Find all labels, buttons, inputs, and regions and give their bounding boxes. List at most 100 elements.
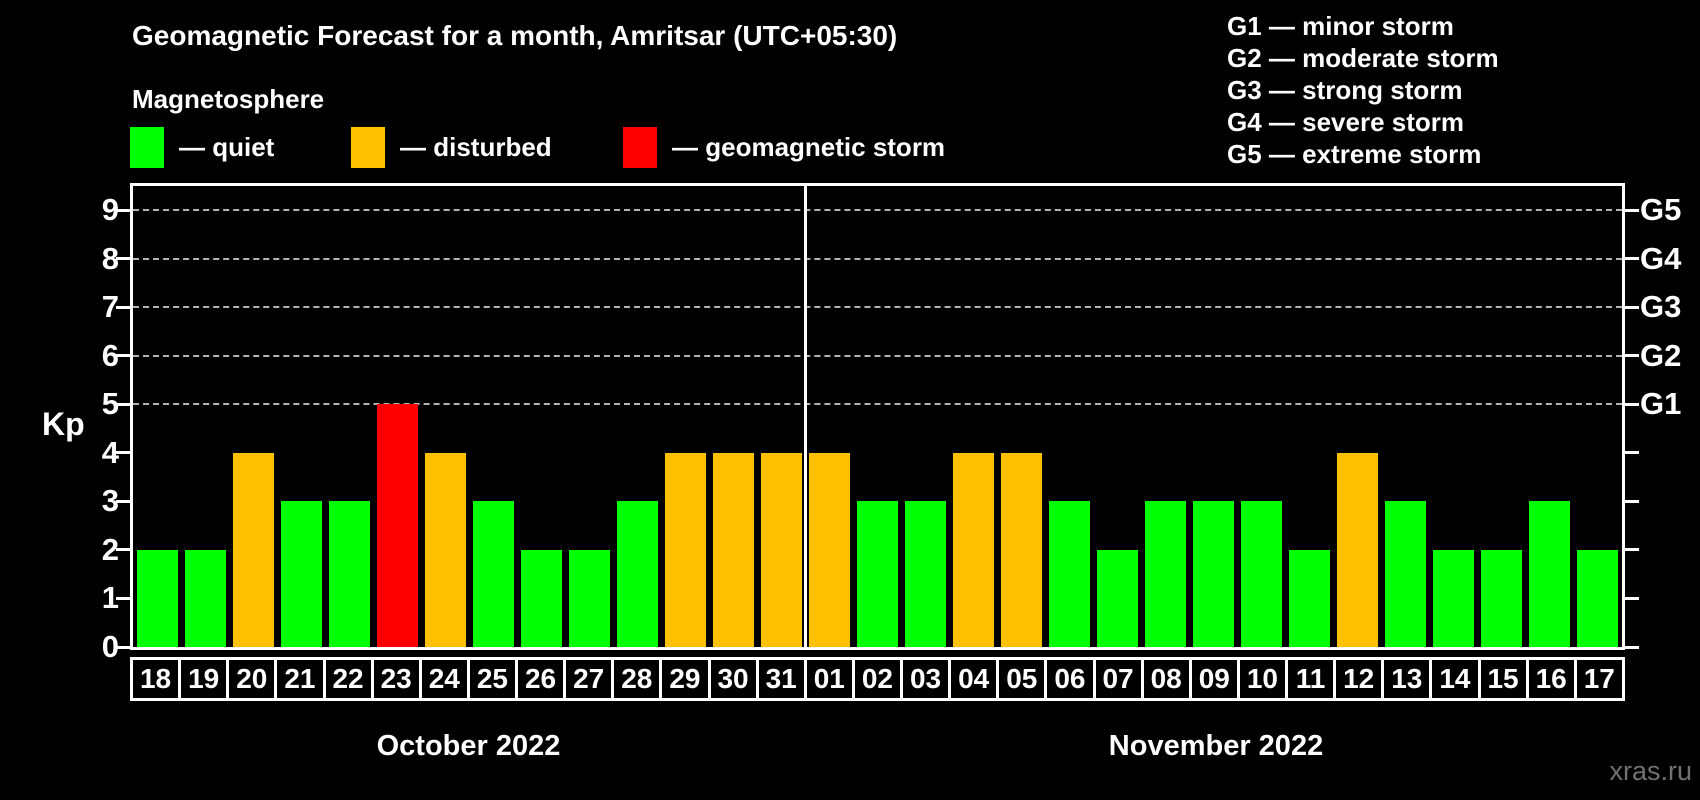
quiet-color-swatch — [130, 126, 164, 168]
y-tick-right-2 — [1625, 548, 1639, 552]
y-tick-label-5: 5 — [101, 386, 119, 422]
legend-item-disturbed: — disturbed — [351, 126, 552, 168]
day-label-01: 01 — [803, 657, 855, 701]
y-tick-left-5 — [116, 402, 130, 406]
gridline-kp6 — [133, 354, 1622, 357]
day-label-30: 30 — [707, 657, 759, 701]
day-label-22: 22 — [322, 657, 374, 701]
g-legend-line-3: G3 — strong storm — [1227, 75, 1463, 105]
kp-bar-01 — [808, 452, 850, 647]
kp-bar-03 — [905, 501, 947, 647]
chart-subtitle: Magnetosphere — [132, 84, 325, 114]
kp-bar-30 — [712, 452, 754, 647]
day-label-08: 08 — [1140, 657, 1192, 701]
legend-item-quiet: — quiet — [130, 126, 274, 168]
y-tick-right-3 — [1625, 499, 1639, 503]
kp-bar-16 — [1529, 501, 1571, 647]
month-label-october: October 2022 — [376, 730, 561, 762]
g-level-label-G1: G1 — [1640, 386, 1682, 422]
day-label-14: 14 — [1429, 657, 1481, 701]
y-tick-label-1: 1 — [101, 580, 119, 616]
kp-bar-12 — [1337, 452, 1379, 647]
day-label-26: 26 — [515, 657, 567, 701]
day-label-23: 23 — [370, 657, 422, 701]
day-label-10: 10 — [1236, 657, 1288, 701]
y-tick-label-4: 4 — [101, 434, 119, 470]
kp-bar-26 — [520, 549, 562, 647]
g-level-label-G2: G2 — [1640, 337, 1682, 373]
kp-bar-18 — [136, 549, 178, 647]
day-label-19: 19 — [178, 657, 230, 701]
y-axis-title: Kp — [42, 406, 85, 442]
y-tick-right-0 — [1625, 645, 1639, 649]
kp-bar-23 — [376, 404, 418, 647]
g-legend-line-4: G4 — severe storm — [1227, 107, 1465, 137]
g-level-label-G4: G4 — [1640, 240, 1682, 276]
day-axis: 18 19 20 21 22 23 24 25 26 27 28 29 30 31 01 02 03 04 05 06… — [130, 657, 1625, 701]
kp-bar-21 — [280, 501, 322, 647]
month-separator-line — [803, 186, 807, 647]
y-tick-right-1 — [1625, 596, 1639, 600]
kp-bar-02 — [856, 501, 898, 647]
kp-bar-09 — [1193, 501, 1235, 647]
y-tick-left-4 — [116, 451, 130, 455]
month-label-november: November 2022 — [1108, 730, 1324, 762]
g-legend-line-5: G5 — extreme storm — [1227, 139, 1482, 169]
chart-title: Geomagnetic Forecast for a month, Amrits… — [132, 20, 898, 51]
y-tick-right-7 — [1625, 305, 1639, 309]
day-label-11: 11 — [1285, 657, 1337, 701]
gridline-kp8 — [133, 257, 1622, 260]
gridline-kp7 — [133, 306, 1622, 309]
y-tick-label-6: 6 — [101, 337, 119, 373]
day-label-04: 04 — [948, 657, 1000, 701]
g-scale-legend: G1 — minor storm G2 — moderate storm G3 — … — [1227, 10, 1499, 170]
day-label-02: 02 — [851, 657, 903, 701]
kp-bar-19 — [184, 549, 226, 647]
day-label-06: 06 — [1044, 657, 1096, 701]
day-label-15: 15 — [1477, 657, 1529, 701]
day-label-31: 31 — [755, 657, 807, 701]
watermark: xras.ru — [1609, 756, 1692, 786]
y-tick-left-3 — [116, 499, 130, 503]
disturbed-color-swatch — [351, 126, 385, 168]
y-tick-label-2: 2 — [101, 531, 119, 567]
y-tick-label-8: 8 — [101, 240, 119, 276]
y-tick-label-3: 3 — [101, 483, 119, 519]
kp-bar-24 — [424, 452, 466, 647]
kp-bar-27 — [568, 549, 610, 647]
kp-bar-10 — [1241, 501, 1283, 647]
kp-bar-05 — [1001, 452, 1043, 647]
y-tick-left-6 — [116, 354, 130, 358]
day-label-18: 18 — [130, 657, 182, 701]
legend-label-disturbed: — disturbed — [400, 131, 552, 162]
kp-bar-25 — [472, 501, 514, 647]
y-tick-label-0: 0 — [101, 629, 119, 664]
day-label-27: 27 — [563, 657, 615, 701]
y-tick-left-0 — [116, 645, 130, 649]
kp-bar-17 — [1577, 549, 1619, 647]
kp-bar-13 — [1385, 501, 1427, 647]
day-label-20: 20 — [226, 657, 278, 701]
y-tick-label-7: 7 — [101, 289, 119, 325]
day-label-03: 03 — [900, 657, 952, 701]
kp-bar-20 — [232, 452, 274, 647]
legend-label-storm: — geomagnetic storm — [672, 131, 946, 162]
day-label-17: 17 — [1573, 657, 1625, 701]
y-tick-right-9 — [1625, 208, 1639, 212]
gridline-kp9 — [133, 209, 1622, 212]
y-tick-left-7 — [116, 305, 130, 309]
y-tick-label-9: 9 — [101, 192, 119, 228]
y-tick-left-8 — [116, 257, 130, 261]
legend-label-quiet: — quiet — [179, 131, 275, 162]
kp-bar-29 — [664, 452, 706, 647]
kp-bar-15 — [1481, 549, 1523, 647]
y-tick-left-9 — [116, 208, 130, 212]
day-label-29: 29 — [659, 657, 711, 701]
day-label-05: 05 — [996, 657, 1048, 701]
kp-bar-07 — [1097, 549, 1139, 647]
kp-bar-22 — [328, 501, 370, 647]
kp-bar-08 — [1145, 501, 1187, 647]
g-legend-line-2: G2 — moderate storm — [1227, 43, 1499, 73]
gridline-kp5 — [133, 403, 1622, 406]
